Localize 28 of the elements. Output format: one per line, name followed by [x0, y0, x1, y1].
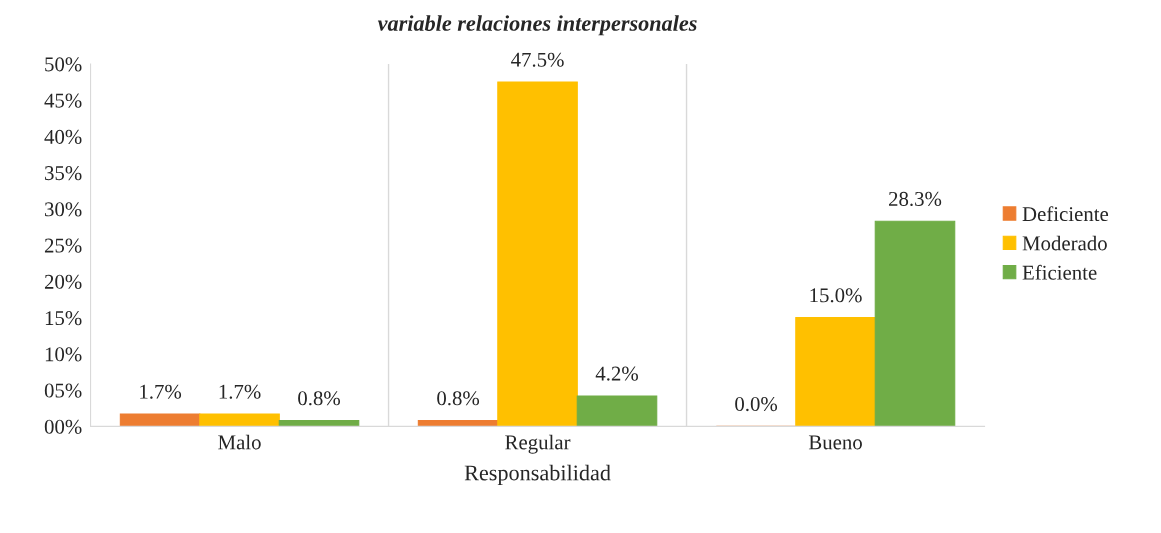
legend-label: Eficiente: [1022, 264, 1097, 280]
y-tick-label: 40%: [44, 129, 82, 144]
y-tick-label: 35%: [45, 166, 82, 181]
x-axis-title: Responsabilidad: [464, 464, 611, 485]
y-tick-label: 20%: [44, 274, 82, 289]
y-tick-label: 25%: [44, 238, 82, 253]
y-tick-label: 05%: [44, 383, 82, 398]
legend-label: Moderado: [1022, 235, 1107, 251]
y-tick-label: 45%: [44, 93, 82, 108]
legend-label: Deficiente: [1022, 206, 1109, 222]
data-label: 0.8%: [437, 391, 480, 406]
x-tick-label: Regular: [505, 434, 571, 454]
data-label: 0.8%: [298, 391, 340, 406]
x-tick-label: Malo: [218, 434, 261, 450]
y-tick-label: 50%: [45, 57, 82, 72]
data-label: 4.2%: [595, 366, 638, 381]
x-tick-label: Bueno: [808, 435, 862, 450]
y-tick-label: 00%: [44, 419, 82, 434]
y-tick-label: 10%: [45, 347, 82, 362]
y-tick-label: 15%: [45, 311, 82, 326]
data-label: 1.7%: [219, 384, 261, 399]
chart-title: variable relaciones interpersonales: [377, 15, 697, 36]
y-tick-label: 30%: [45, 202, 82, 217]
data-label: 28.3%: [889, 191, 942, 207]
data-label: 1.7%: [140, 384, 182, 399]
data-label: 47.5%: [511, 52, 564, 67]
data-label: 0.0%: [735, 397, 778, 412]
data-label: 15.0%: [810, 288, 862, 303]
